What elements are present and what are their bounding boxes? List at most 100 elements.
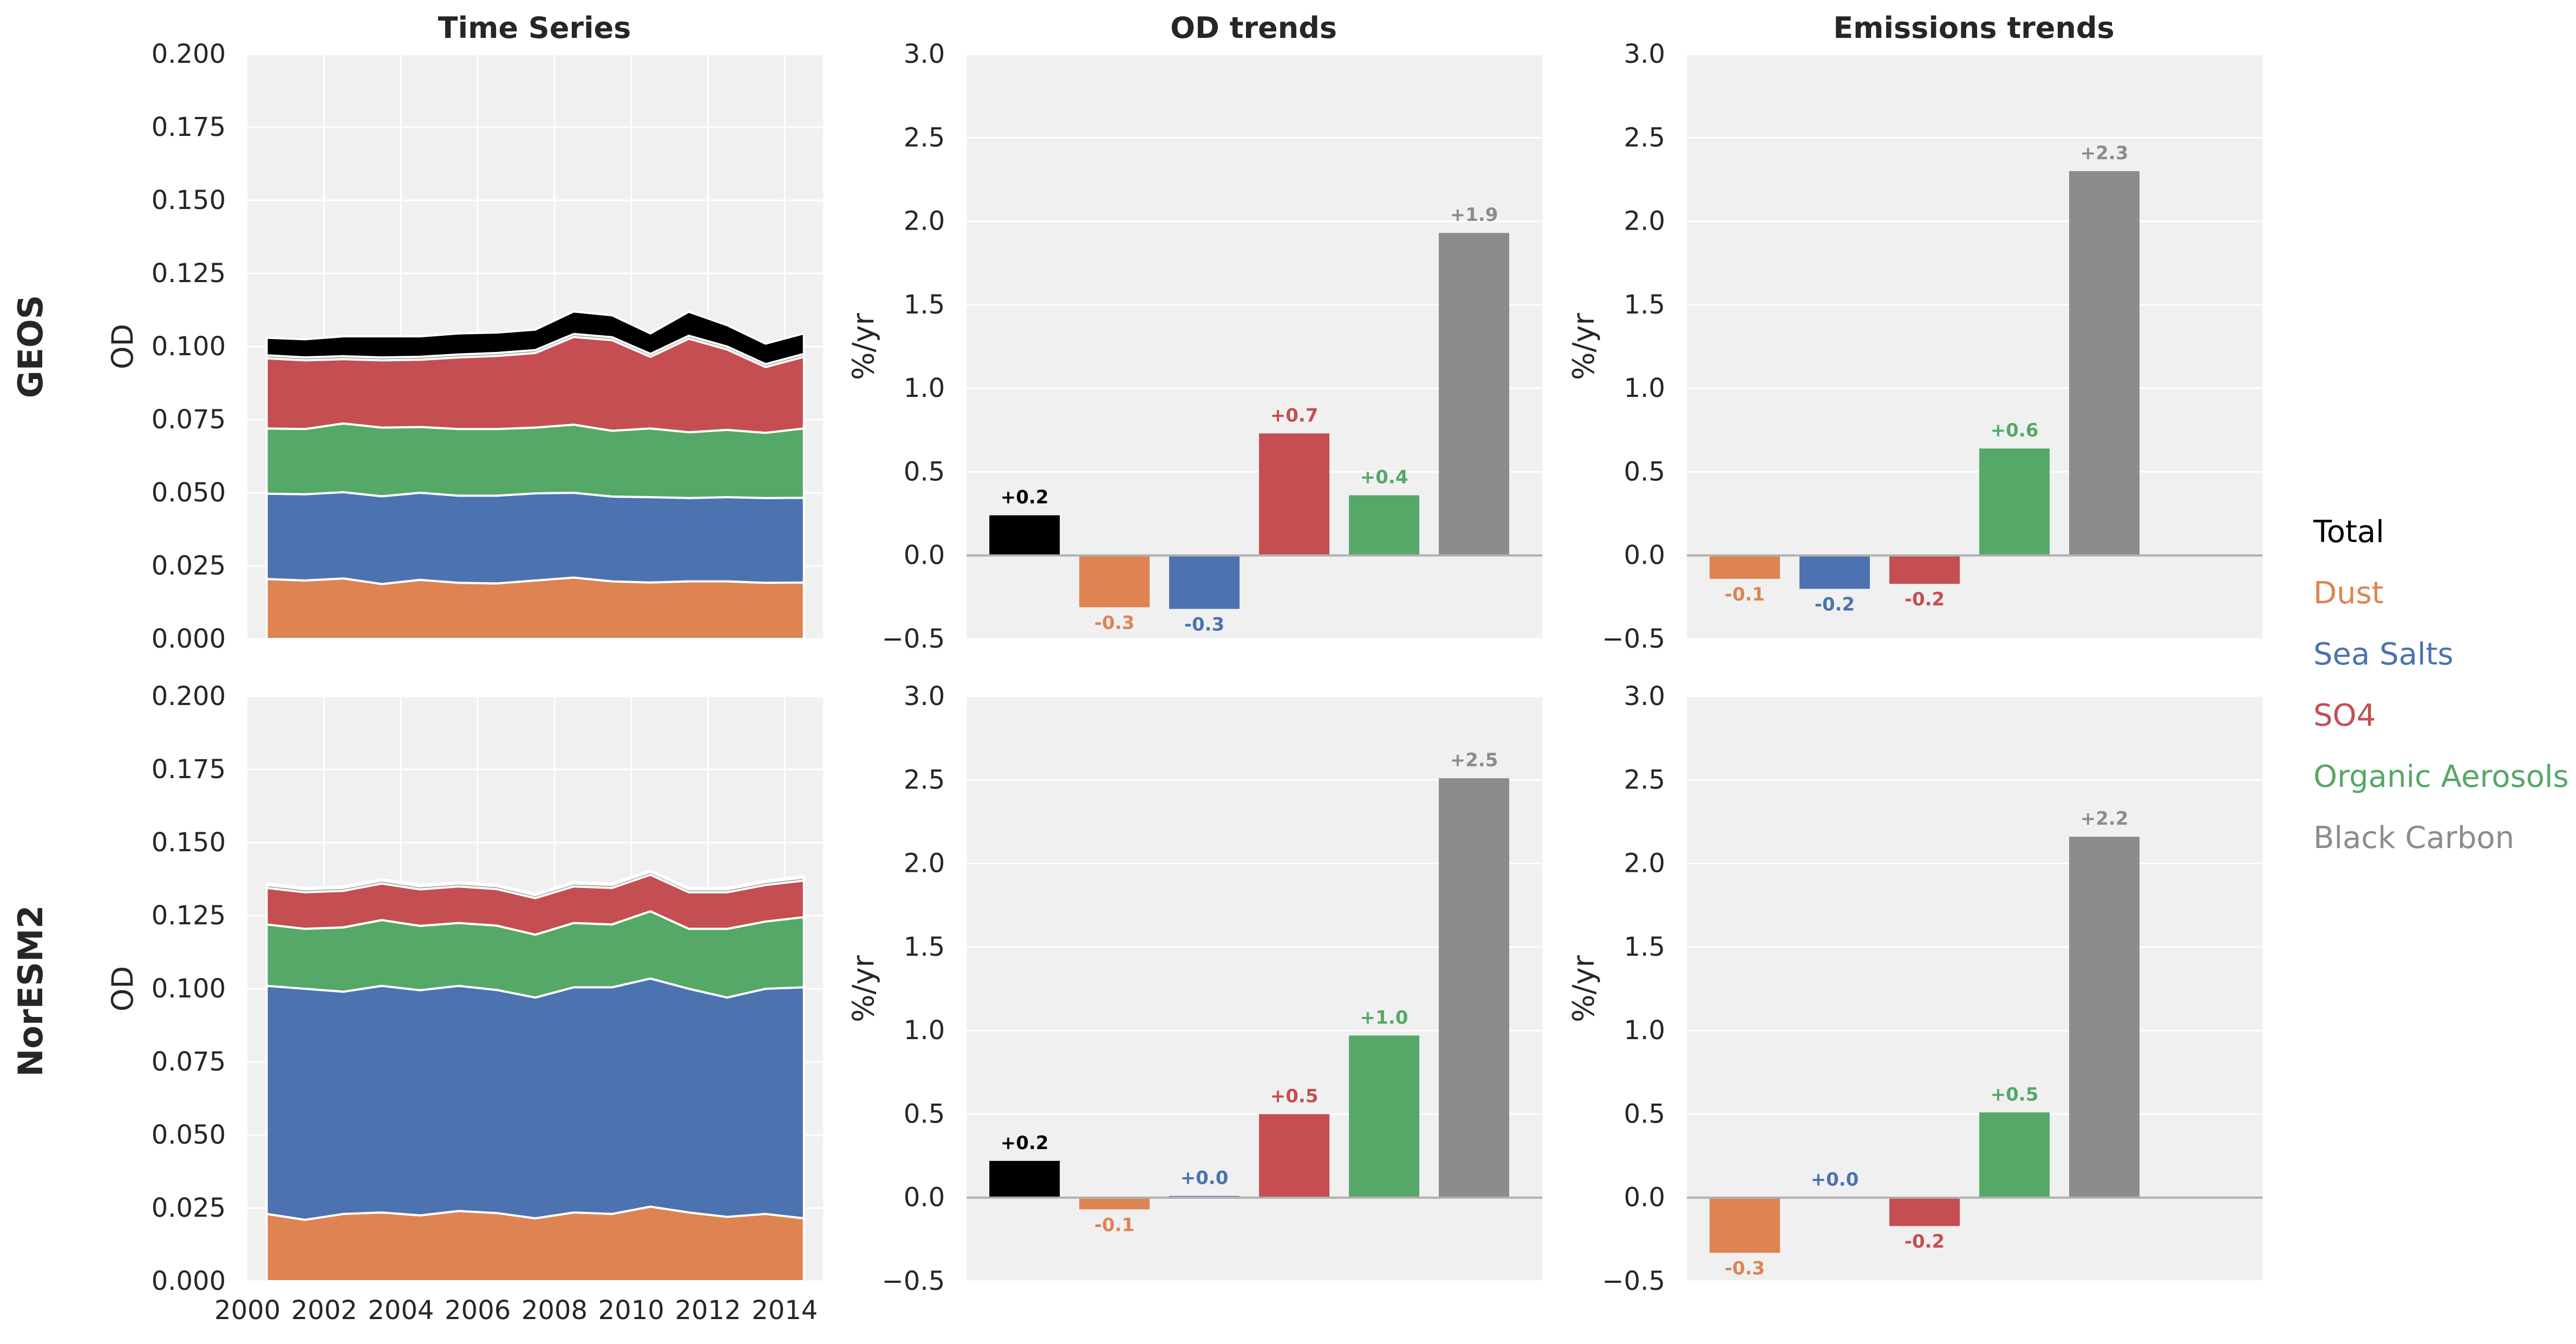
y-tick-label: 0.175 [152,112,226,142]
y-tick-label: 0.025 [152,551,226,581]
bar-dust [1079,1197,1150,1210]
x-tick-label: 2014 [752,1295,818,1326]
data-label-sea-salts: +0.0 [1181,1167,1229,1189]
y-tick-label: 1.5 [1624,932,1665,962]
legend-item-so4: SO4 [2313,698,2376,733]
column-title-time-series: Time Series [438,11,631,45]
data-label-so4: +0.7 [1270,404,1319,426]
y-tick-label: 0.5 [1624,456,1665,487]
area-dust [265,576,805,640]
column-title-emissions-trends: Emissions trends [1833,11,2114,45]
x-tick-label: 2008 [521,1295,588,1326]
data-label-black-carbon: +2.3 [2081,142,2129,164]
y-tick-label: 0.125 [152,901,226,931]
data-label-sea-salts: +0.0 [1811,1169,1859,1191]
data-label-dust: -0.3 [1094,612,1134,634]
y-tick-label: 0.150 [152,185,226,216]
y-tick-label: 0.100 [152,974,226,1004]
y-tick-label: 0.5 [904,1099,945,1129]
row-label-noresm2: NorESM2 [11,905,50,1077]
y-tick-label: 0.175 [152,754,226,785]
area-total [265,869,805,897]
bar-dust [1710,555,1780,579]
y-tick-label: 0.125 [152,258,226,289]
bar-sea-salts [1799,555,1870,589]
y-tick-label: 0.025 [152,1193,226,1223]
bar-so4 [1889,555,1960,584]
data-label-organic-aerosols: +0.4 [1360,467,1408,488]
y-tick-label: −0.5 [882,1266,945,1296]
x-tick-label: 2010 [598,1295,664,1326]
data-label-sea-salts: -0.2 [1815,593,1855,615]
y-tick-label: 2.0 [1624,849,1665,879]
y-tick-label: 2.0 [1624,206,1665,237]
panel-noresm2-od-trends: −0.5 0.0 0.5 1.0 1.5 2.0 2.5 3.0 %/yr +0.2 -0.1 +0.… [846,681,1542,1296]
bar-black-carbon [2069,171,2140,556]
data-label-total: +0.2 [1001,487,1049,508]
y-tick-label: 0.0 [904,540,945,571]
y-tick-label: 0.075 [152,1047,226,1077]
y-axis-label: OD [106,324,140,369]
y-tick-label: −0.5 [1602,1266,1665,1296]
legend-item-dust: Dust [2313,576,2384,611]
bar-black-carbon [2069,837,2140,1198]
bar-organic-aerosols [1979,1112,2050,1198]
y-tick-label: 0.5 [904,456,945,487]
x-tick-label: 2012 [675,1295,741,1326]
panel-geos-time-series: 0.000 0.025 0.050 0.075 0.100 0.125 0.150 0.175… [106,39,823,654]
legend-item-total: Total [2313,514,2384,550]
y-tick-label: 0.100 [152,331,226,362]
y-tick-label: 3.0 [1624,681,1665,712]
legend-item-black-carbon: Black Carbon [2313,820,2514,856]
y-tick-label: 0.075 [152,404,226,435]
y-tick-label: −0.5 [882,624,945,654]
bar-black-carbon [1439,233,1509,556]
y-axis-label: %/yr [1567,312,1601,380]
bar-so4 [1259,433,1329,556]
area-organic-aerosols [265,422,805,499]
panel-noresm2-emissions-trends: −0.5 0.0 0.5 1.0 1.5 2.0 2.5 3.0 %/yr -0.3 +0.0 -0.… [1567,681,2262,1296]
bar-sea-salts [1169,555,1240,609]
panel-geos-od-trends: −0.5 0.0 0.5 1.0 1.5 2.0 2.5 3.0 %/yr +0.2 -0.3 -0.… [846,39,1542,654]
data-label-black-carbon: +1.9 [1450,204,1498,226]
y-tick-label: 0.150 [152,827,226,858]
x-tick-label: 2002 [291,1295,357,1326]
data-label-black-carbon: +2.5 [1450,749,1498,771]
row-label-geos: GEOS [11,295,50,399]
y-tick-label: 2.5 [1624,122,1665,153]
y-tick-label: 1.5 [1624,290,1665,320]
data-label-dust: -0.1 [1094,1214,1134,1236]
data-label-organic-aerosols: +0.5 [1991,1084,2039,1105]
y-tick-label: 0.200 [152,681,226,712]
data-label-so4: -0.2 [1905,1231,1945,1252]
x-tick-label: 2000 [214,1295,281,1326]
bar-organic-aerosols [1979,448,2050,556]
y-tick-label: 0.0 [904,1183,945,1213]
area-sea-salts [265,491,805,585]
bar-organic-aerosols [1349,1035,1419,1198]
data-label-black-carbon: +2.2 [2081,808,2129,830]
y-axis-label: %/yr [846,955,881,1022]
x-tick-label: 2006 [445,1295,511,1326]
panel-background [1687,54,2262,639]
data-label-dust: -0.1 [1725,584,1765,605]
legend-item-sea-salts: Sea Salts [2313,637,2454,672]
bar-black-carbon [1439,778,1509,1198]
area-sea-salts [265,977,805,1221]
bar-so4 [1889,1197,1960,1226]
y-tick-label: 1.0 [1624,1015,1665,1046]
y-tick-label: −0.5 [1602,624,1665,654]
bar-dust [1710,1197,1780,1253]
data-label-sea-salts: -0.3 [1184,614,1224,635]
y-tick-label: 0.0 [1624,1183,1665,1213]
bar-total [989,1160,1060,1198]
y-axis-label: %/yr [1567,955,1601,1022]
y-tick-label: 0.000 [152,624,226,654]
y-tick-label: 0.200 [152,39,226,69]
y-tick-label: 1.5 [904,932,945,962]
x-tick-label: 2004 [368,1295,434,1326]
y-tick-label: 3.0 [904,39,945,69]
y-axis-label: OD [106,966,140,1012]
y-tick-label: 0.050 [152,1120,226,1150]
